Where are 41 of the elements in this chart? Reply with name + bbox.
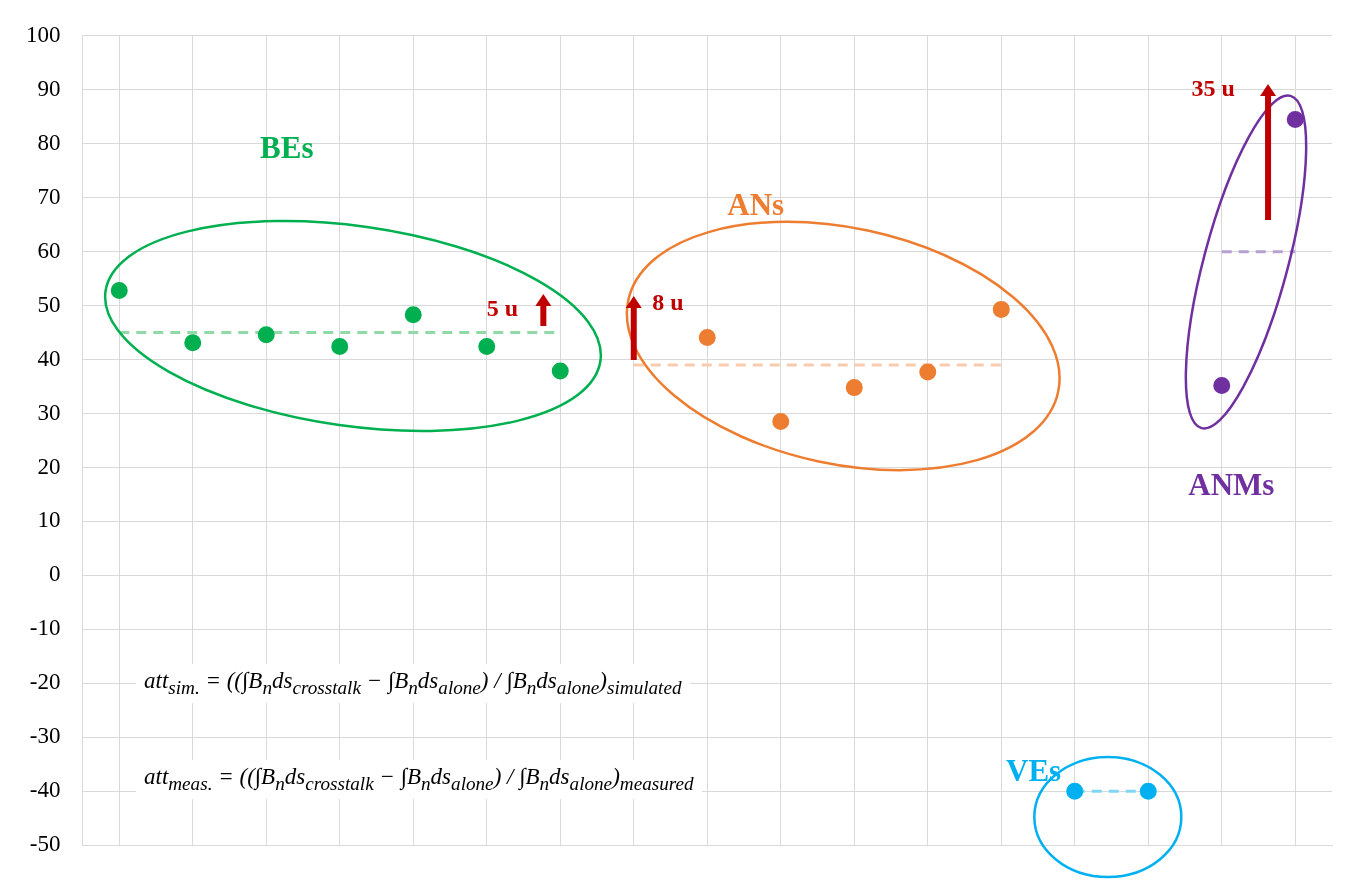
point [919,363,937,381]
annotation: 5 u [486,294,519,322]
y-tick-label: 80 [37,129,61,155]
annotation: 35 u [1191,74,1235,102]
y-tick-label: 10 [37,507,61,533]
point [1066,782,1084,800]
y-tick-label: 60 [37,237,61,263]
y-tick-label: -20 [29,669,61,695]
y-tick-label: -40 [29,777,61,803]
y-tick-label: 30 [37,399,61,425]
y-tick-label: 100 [26,21,61,47]
y-tick-label: 40 [37,345,61,371]
y-tick-label: 50 [37,291,61,317]
annotation: 8 u [652,288,684,316]
point [845,379,863,397]
point [698,328,716,346]
series-label: VEs [1006,753,1062,789]
point [1139,782,1157,800]
point [992,300,1010,318]
y-tick-label: 20 [37,453,61,479]
y-tick-label: -30 [29,723,61,749]
text: att$_{meas.}$ = ((∫B$_{n}$ds$_{crosstalk}$ − ∫B$_{n}$ds$_{alone}$) / ∫B$_{n}$ds$_{alone}$)$_{measured}$ [144,764,694,794]
text: att$_{sim.}$ = ((∫B$_{n}$ds$_{crosstalk}$ − ∫B$_{n}$ds$_{alone}$) / ∫B$_{n}$ds$_{alone}$)$_{simulated}$ [144,668,682,698]
text: BEs [260,130,314,166]
y-tick-label: 0 [49,561,61,587]
y-tick-label: 70 [37,183,61,209]
point [772,413,790,431]
text: ANs [727,187,785,223]
point [478,338,496,356]
point [257,326,275,344]
y-tick-label: -50 [29,831,61,857]
text: ANMs [1188,467,1275,503]
point [184,334,202,352]
point [331,338,349,356]
y-tick-label: -10 [29,615,61,641]
point [404,306,422,324]
y-tick-label: 90 [37,75,61,101]
point [110,281,128,299]
point [1286,110,1304,128]
point [551,362,569,380]
point [1213,376,1231,394]
